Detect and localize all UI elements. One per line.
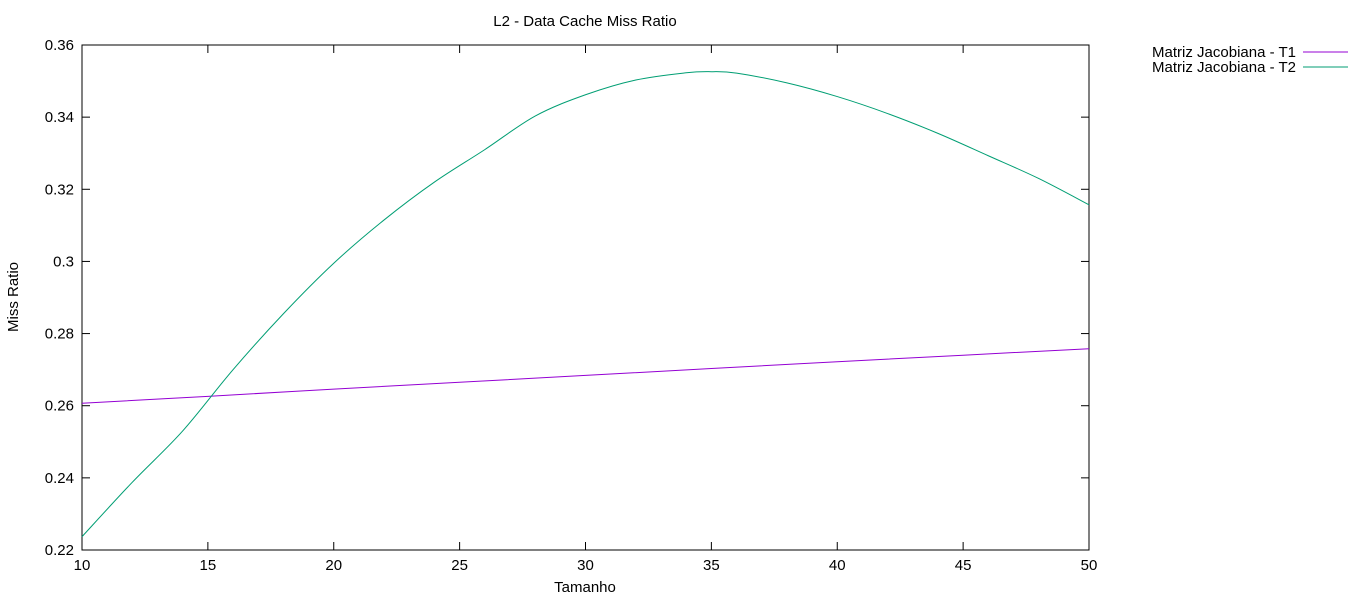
y-tick-label: 0.28 xyxy=(45,326,74,343)
series-line-t1 xyxy=(81,348,1090,404)
axis-ticks xyxy=(81,44,1090,551)
y-axis-label: Miss Ratio xyxy=(5,262,22,332)
y-tick-label: 0.36 xyxy=(45,37,74,54)
x-axis-label: Tamanho xyxy=(554,579,616,596)
y-tick-label: 0.3 xyxy=(53,253,74,270)
plot-frame xyxy=(81,44,1090,551)
series-lines xyxy=(81,71,1090,537)
x-tick-label: 10 xyxy=(74,557,91,574)
x-tick-label: 50 xyxy=(1081,557,1098,574)
y-tick-label: 0.24 xyxy=(45,470,74,487)
legend-label: Matriz Jacobiana - T2 xyxy=(1152,59,1296,76)
y-tick-label: 0.34 xyxy=(45,109,74,126)
series-line-t2 xyxy=(81,71,1090,537)
y-tick-label: 0.22 xyxy=(45,542,74,559)
tick-labels: 10 15 20 25 30 35 40 45 50 0.22 0.24 0.26 0.28 0.3 0.3… xyxy=(45,37,1098,574)
x-tick-label: 35 xyxy=(703,557,720,574)
x-tick-label: 20 xyxy=(325,557,342,574)
legend-label: Matriz Jacobiana - T1 xyxy=(1152,44,1296,61)
chart-title: L2 - Data Cache Miss Ratio xyxy=(493,13,676,30)
x-tick-label: 45 xyxy=(955,557,972,574)
x-tick-label: 40 xyxy=(829,557,846,574)
y-tick-label: 0.32 xyxy=(45,181,74,198)
y-tick-label: 0.26 xyxy=(45,398,74,415)
x-tick-label: 25 xyxy=(451,557,468,574)
x-tick-label: 15 xyxy=(200,557,217,574)
x-tick-label: 30 xyxy=(577,557,594,574)
